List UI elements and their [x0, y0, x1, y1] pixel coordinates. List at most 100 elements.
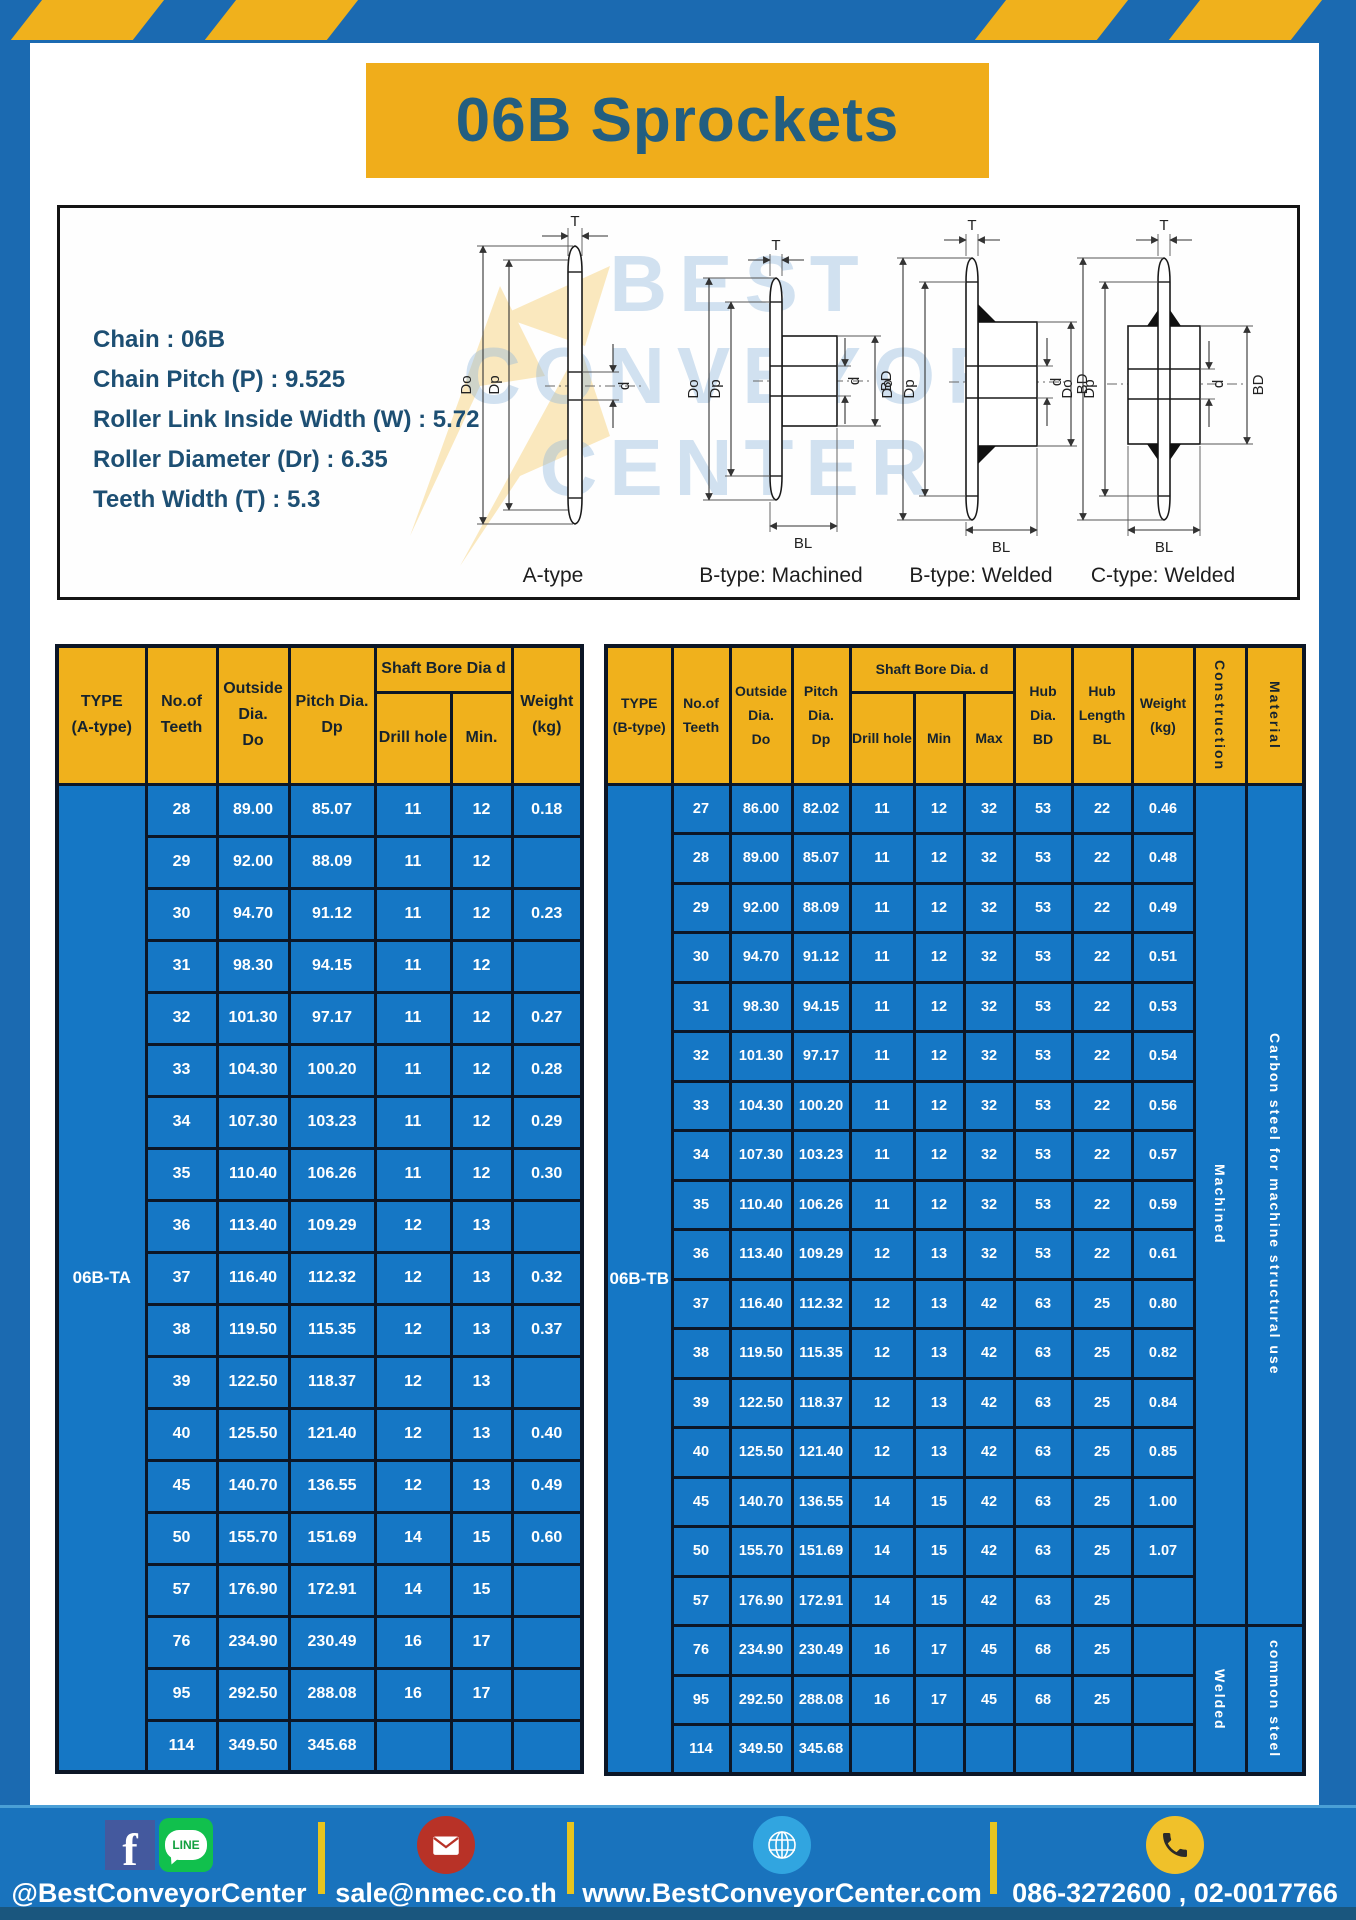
- table-row: 38 119.50 115.35 12 13 0.37: [57, 1302, 584, 1358]
- table-row: 76 234.90 230.49 16 17: [57, 1614, 584, 1670]
- line-icon[interactable]: LINE: [159, 1818, 213, 1872]
- table-row: 29 92.00 88.09 11 12: [57, 834, 584, 890]
- data-cell: 12: [848, 1228, 916, 1281]
- table-row: 37 116.40 112.32 12 13 0.32: [57, 1250, 584, 1306]
- phone-numbers[interactable]: 086-3272600 , 02-0017766: [1012, 1878, 1338, 1908]
- data-cell: 12: [912, 1030, 966, 1083]
- data-cell: 0.49: [510, 1458, 584, 1514]
- header-pitch-dia: Pitch Dia. Dp: [287, 644, 377, 786]
- table-row: 35 110.40 106.26 11 12 32 53 22 0.59: [606, 1178, 1304, 1231]
- diagram-caption: C-type: Welded: [1090, 564, 1236, 587]
- data-cell: 114: [670, 1723, 732, 1776]
- data-cell: 27: [670, 782, 732, 835]
- data-cell: 50: [144, 1510, 219, 1566]
- data-cell: 106.26: [790, 1178, 852, 1231]
- table-row: 114 349.50 345.68: [606, 1723, 1304, 1776]
- data-cell: 288.08: [287, 1666, 377, 1722]
- data-cell: 0.57: [1130, 1129, 1196, 1182]
- dim-label-t: T: [570, 214, 579, 230]
- sprocket-drawing-b-type-welded: T Do Dp d BD BL: [879, 217, 1091, 556]
- data-cell: 104.30: [215, 1042, 291, 1098]
- data-cell: 85.07: [287, 782, 377, 838]
- data-cell: 15: [912, 1525, 966, 1578]
- data-cell: 11: [848, 1079, 916, 1132]
- data-cell: 125.50: [728, 1426, 794, 1479]
- data-cell: 33: [144, 1042, 219, 1098]
- globe-icon[interactable]: [753, 1816, 811, 1874]
- social-handle[interactable]: @BestConveyorCenter: [11, 1878, 307, 1908]
- data-cell: 11: [848, 1178, 916, 1231]
- data-cell: 53: [1012, 980, 1074, 1033]
- data-cell: 234.90: [728, 1624, 794, 1677]
- data-cell: 28: [144, 782, 219, 838]
- data-cell: 107.30: [728, 1129, 794, 1182]
- data-cell: 12: [449, 886, 514, 942]
- data-cell: 25: [1070, 1574, 1134, 1627]
- dim-label-do: Do: [685, 379, 702, 398]
- table-row: 39 122.50 118.37 12 13: [57, 1354, 584, 1410]
- data-cell: 0.56: [1130, 1079, 1196, 1132]
- data-cell: 94.15: [287, 938, 377, 994]
- data-cell: 113.40: [728, 1228, 794, 1281]
- phone-icon[interactable]: [1146, 1816, 1204, 1874]
- email-address[interactable]: sale@nmec.co.th: [335, 1878, 557, 1908]
- spec-line: Chain : 06B: [93, 326, 226, 353]
- data-cell: 42: [962, 1327, 1016, 1380]
- data-cell: [510, 1614, 584, 1670]
- data-cell: 16: [848, 1624, 916, 1677]
- data-cell: 15: [449, 1510, 514, 1566]
- data-cell: 103.23: [790, 1129, 852, 1182]
- header-drill-hole: Drill hole: [373, 690, 453, 786]
- data-cell: 0.18: [510, 782, 584, 838]
- table-row: 28 89.00 85.07 11 12 32 53 22 0.48: [606, 832, 1304, 885]
- data-cell: 14: [848, 1574, 916, 1627]
- data-cell: [848, 1723, 916, 1776]
- table-row: 37 116.40 112.32 12 13 42 63 25 0.80: [606, 1277, 1304, 1330]
- data-cell: 116.40: [215, 1250, 291, 1306]
- data-cell: 349.50: [215, 1718, 291, 1774]
- data-cell: 0.85: [1130, 1426, 1196, 1479]
- data-cell: 12: [912, 832, 966, 885]
- data-cell: 12: [912, 782, 966, 835]
- mail-icon[interactable]: [417, 1816, 475, 1874]
- data-cell: 25: [1070, 1277, 1134, 1330]
- data-cell: 15: [912, 1574, 966, 1627]
- header-construction: Construction: [1192, 644, 1248, 786]
- header-hub-dia: Hub Dia. BD: [1012, 644, 1074, 786]
- data-cell: 82.02: [790, 782, 852, 835]
- data-cell: [510, 1198, 584, 1254]
- data-cell: 31: [144, 938, 219, 994]
- construction-cell: Machined: [1192, 782, 1248, 1627]
- data-cell: 121.40: [790, 1426, 852, 1479]
- data-cell: 42: [962, 1426, 1016, 1479]
- dim-label-bl: BL: [1155, 539, 1173, 556]
- header-weight: Weight (kg): [510, 644, 584, 786]
- data-cell: 53: [1012, 1079, 1074, 1132]
- title-banner: 06B Sprockets: [366, 63, 989, 178]
- type-cell: 06B-TA: [55, 782, 148, 1774]
- data-cell: 15: [912, 1475, 966, 1528]
- data-cell: 12: [449, 990, 514, 1046]
- data-cell: 11: [848, 782, 916, 835]
- data-cell: 112.32: [790, 1277, 852, 1330]
- data-cell: 104.30: [728, 1079, 794, 1132]
- data-cell: 14: [373, 1510, 453, 1566]
- data-cell: 11: [848, 881, 916, 934]
- data-cell: 22: [1070, 1228, 1134, 1281]
- website-url[interactable]: www.BestConveyorCenter.com: [582, 1878, 982, 1908]
- facebook-icon[interactable]: f: [105, 1820, 155, 1870]
- data-cell: 0.54: [1130, 1030, 1196, 1083]
- data-cell: 155.70: [215, 1510, 291, 1566]
- chain-specs: Chain : 06B Chain Pitch (P) : 9.525 Roll…: [93, 320, 479, 520]
- data-cell: 12: [449, 834, 514, 890]
- table-b-header: TYPE (B-type) No.of Teeth Outside Dia. D…: [604, 644, 1306, 786]
- data-cell: 11: [373, 1042, 453, 1098]
- dim-label-d: d: [1048, 378, 1065, 386]
- footer-phone: 086-3272600 , 02-0017766: [997, 1808, 1353, 1920]
- data-cell: 115.35: [790, 1327, 852, 1380]
- data-cell: 292.50: [728, 1673, 794, 1726]
- table-row: 76 234.90 230.49 16 17 45 68 25 Welded common ste…: [606, 1624, 1306, 1776]
- dim-label-d: d: [1210, 380, 1227, 388]
- data-cell: 100.20: [790, 1079, 852, 1132]
- data-cell: 113.40: [215, 1198, 291, 1254]
